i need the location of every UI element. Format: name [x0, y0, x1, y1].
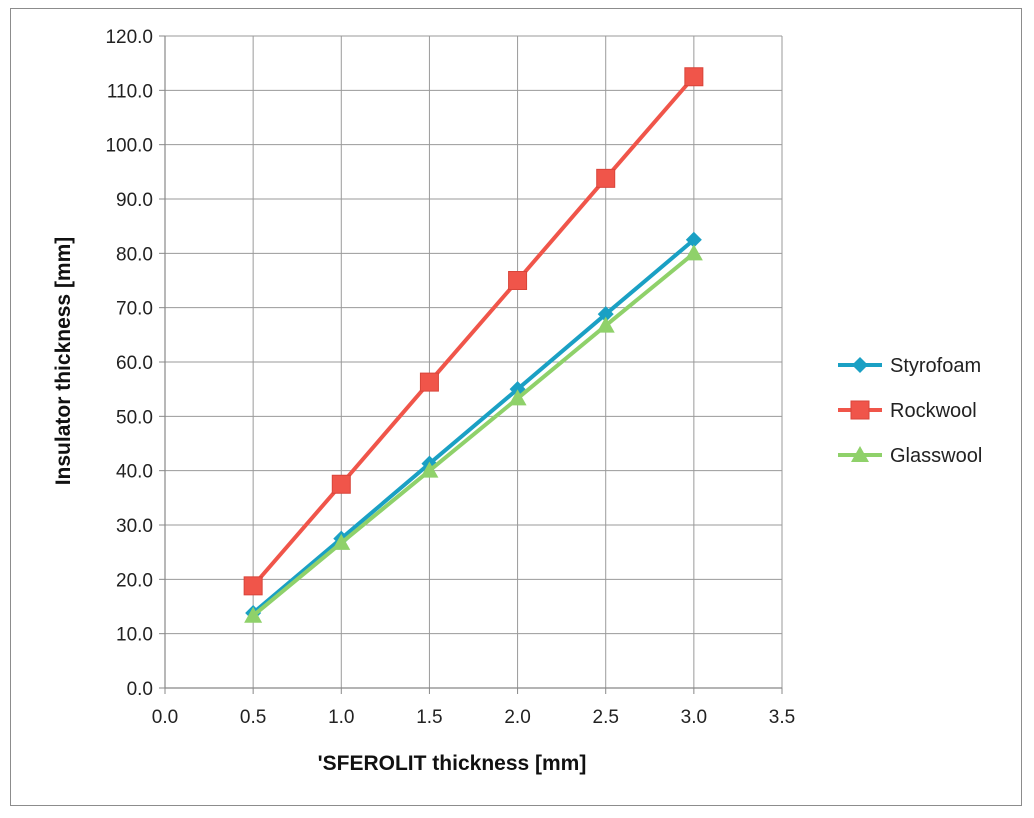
axes [159, 35, 783, 694]
data-point-styrofoam [597, 306, 614, 323]
x-tick-label: 1.0 [328, 707, 354, 728]
series-styrofoam [245, 231, 702, 622]
series [243, 67, 704, 623]
data-point-rockwool [596, 168, 616, 188]
x-tick-label: 3.5 [769, 707, 795, 728]
legend-marker [851, 446, 869, 462]
x-tick-label: 2.5 [593, 707, 619, 728]
y-tick-label: 40.0 [116, 462, 153, 483]
grid [165, 35, 783, 688]
x-tick-label: 0.0 [152, 707, 178, 728]
y-tick-label: 10.0 [116, 625, 153, 646]
data-point-rockwool [684, 67, 704, 87]
data-point-rockwool [243, 576, 263, 596]
x-tick-label: 1.5 [416, 707, 442, 728]
data-point-glasswool [684, 244, 703, 261]
legend-item-styrofoam: Styrofoam [838, 355, 981, 377]
y-tick-label: 70.0 [116, 299, 153, 320]
y-tick-label: 110.0 [107, 81, 153, 102]
y-tick-label: 20.0 [116, 570, 153, 591]
legend-label: Styrofoam [890, 355, 981, 377]
legend-item-glasswool: Glasswool [838, 445, 982, 467]
data-point-rockwool [508, 271, 528, 290]
data-point-glasswool [596, 316, 615, 333]
y-tick-label: 100.0 [105, 136, 153, 157]
legend-label: Glasswool [890, 445, 982, 467]
y-tick-label: 90.0 [116, 190, 153, 211]
series-glasswool [244, 244, 703, 623]
x-tick-labels: 0.0 0.5 1.0 1.5 2.0 2.5 3.0 3.5 [152, 707, 795, 728]
data-point-glasswool [332, 533, 351, 550]
data-point-styrofoam [685, 231, 702, 248]
data-point-glasswool [244, 606, 263, 623]
data-point-glasswool [420, 461, 439, 478]
legend-marker [850, 400, 870, 420]
y-axis-title: Insulator thickness [mm] [52, 237, 75, 486]
x-tick-label: 2.0 [504, 707, 530, 728]
data-point-rockwool [331, 474, 351, 494]
y-tick-label: 120.0 [105, 27, 153, 48]
series-line-styrofoam [251, 238, 696, 615]
x-axis-title: 'SFEROLIT thickness [mm] [318, 752, 587, 775]
y-tick-label: 80.0 [116, 244, 153, 265]
y-tick-labels: 0.0 10.0 20.0 30.0 40.0 50.0 60.0 70.0 80.0 90.0 1… [105, 27, 153, 700]
legend-marker [852, 357, 868, 373]
data-point-glasswool [508, 389, 527, 406]
y-tick-label: 60.0 [116, 353, 153, 374]
y-tick-label: 50.0 [116, 407, 153, 428]
y-tick-label: 30.0 [116, 516, 153, 537]
x-tick-label: 3.0 [681, 707, 707, 728]
x-tick-label: 0.5 [240, 707, 266, 728]
series-line-rockwool [251, 75, 696, 588]
series-line-glasswool [251, 251, 696, 618]
data-point-rockwool [419, 372, 439, 392]
legend-item-rockwool: Rockwool [838, 400, 977, 422]
series-rockwool [243, 67, 704, 596]
legend-label: Rockwool [890, 400, 977, 422]
legend: Styrofoam Rockwool Glasswool [838, 355, 982, 467]
y-tick-label: 0.0 [127, 679, 153, 700]
